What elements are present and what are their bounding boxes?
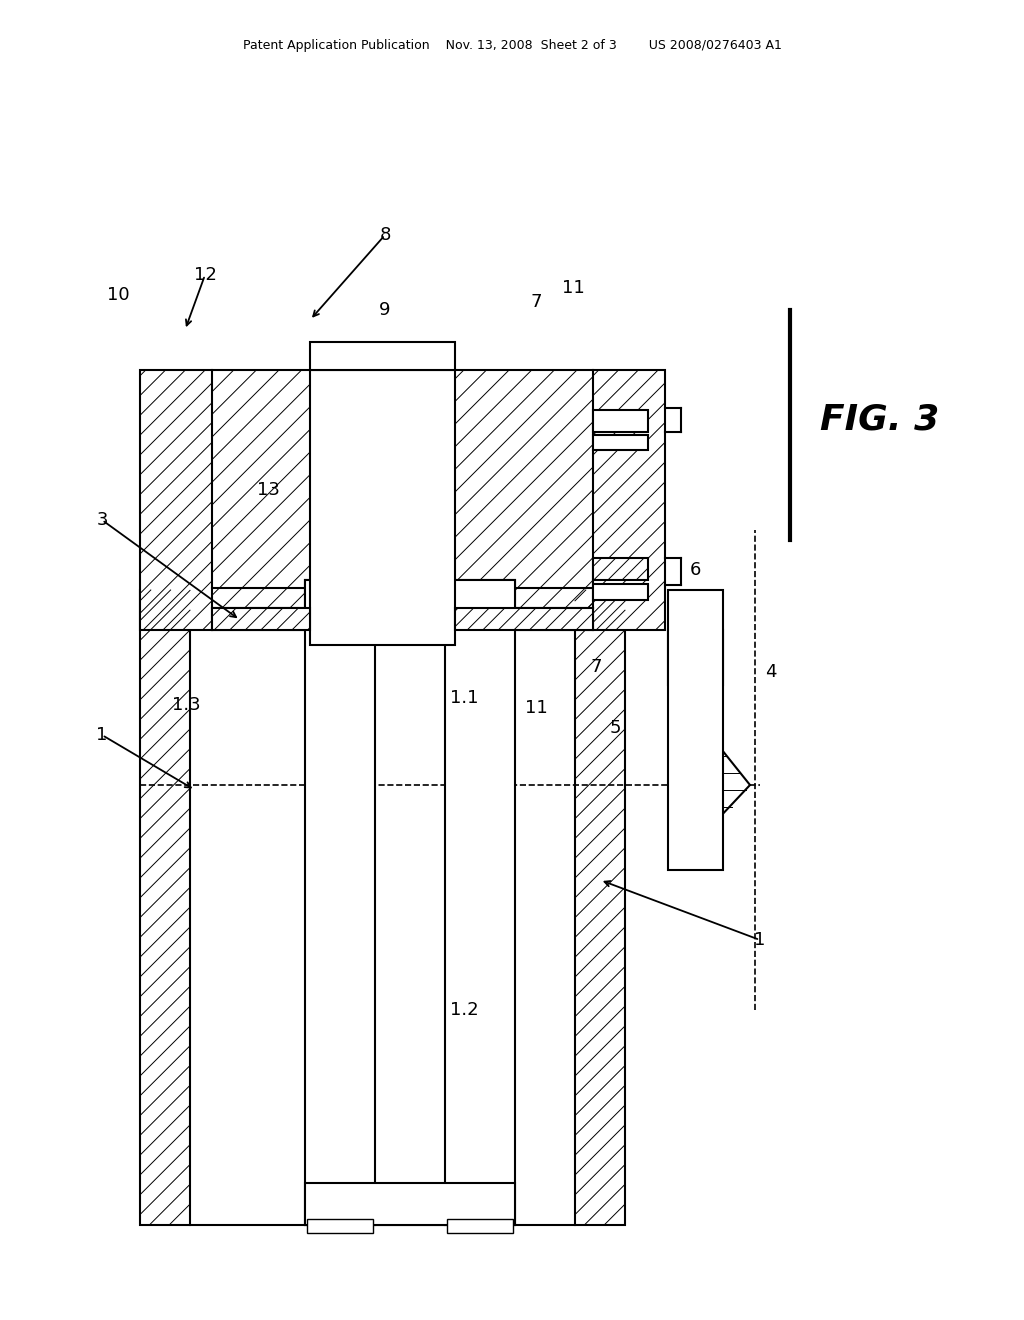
- Text: Patent Application Publication    Nov. 13, 2008  Sheet 2 of 3        US 2008/027: Patent Application Publication Nov. 13, …: [243, 38, 781, 51]
- Text: 11: 11: [562, 279, 585, 297]
- Text: 11: 11: [525, 700, 548, 717]
- Text: 1.2: 1.2: [450, 1001, 478, 1019]
- Text: 8: 8: [379, 226, 391, 244]
- Text: 6: 6: [690, 561, 701, 579]
- Bar: [307, 1218, 373, 1233]
- Bar: [310, 342, 455, 370]
- Bar: [593, 558, 648, 579]
- Bar: [445, 579, 515, 1225]
- Polygon shape: [670, 685, 750, 870]
- Text: 3: 3: [96, 511, 108, 529]
- Bar: [593, 436, 648, 450]
- Bar: [447, 1218, 513, 1233]
- Text: 1.3: 1.3: [172, 696, 201, 714]
- Bar: [310, 370, 455, 645]
- Text: 4: 4: [765, 663, 776, 681]
- Bar: [668, 590, 723, 870]
- Text: 1.1: 1.1: [450, 689, 478, 708]
- Text: 5: 5: [610, 719, 622, 737]
- Text: 1: 1: [96, 726, 108, 744]
- Bar: [668, 630, 723, 685]
- Text: 13: 13: [257, 480, 280, 499]
- Bar: [455, 609, 593, 630]
- Text: 9: 9: [379, 301, 391, 319]
- Bar: [593, 583, 648, 601]
- Text: FIG. 3: FIG. 3: [820, 403, 939, 437]
- Bar: [305, 579, 375, 1225]
- Bar: [212, 609, 310, 630]
- Text: 1: 1: [755, 931, 766, 949]
- Bar: [140, 590, 625, 1225]
- Text: 10: 10: [108, 286, 130, 304]
- Text: 7: 7: [530, 293, 542, 312]
- Bar: [593, 411, 648, 432]
- Bar: [140, 370, 665, 630]
- Bar: [305, 1183, 515, 1225]
- Bar: [305, 579, 515, 618]
- Text: 7: 7: [590, 657, 601, 676]
- Text: 12: 12: [194, 267, 216, 284]
